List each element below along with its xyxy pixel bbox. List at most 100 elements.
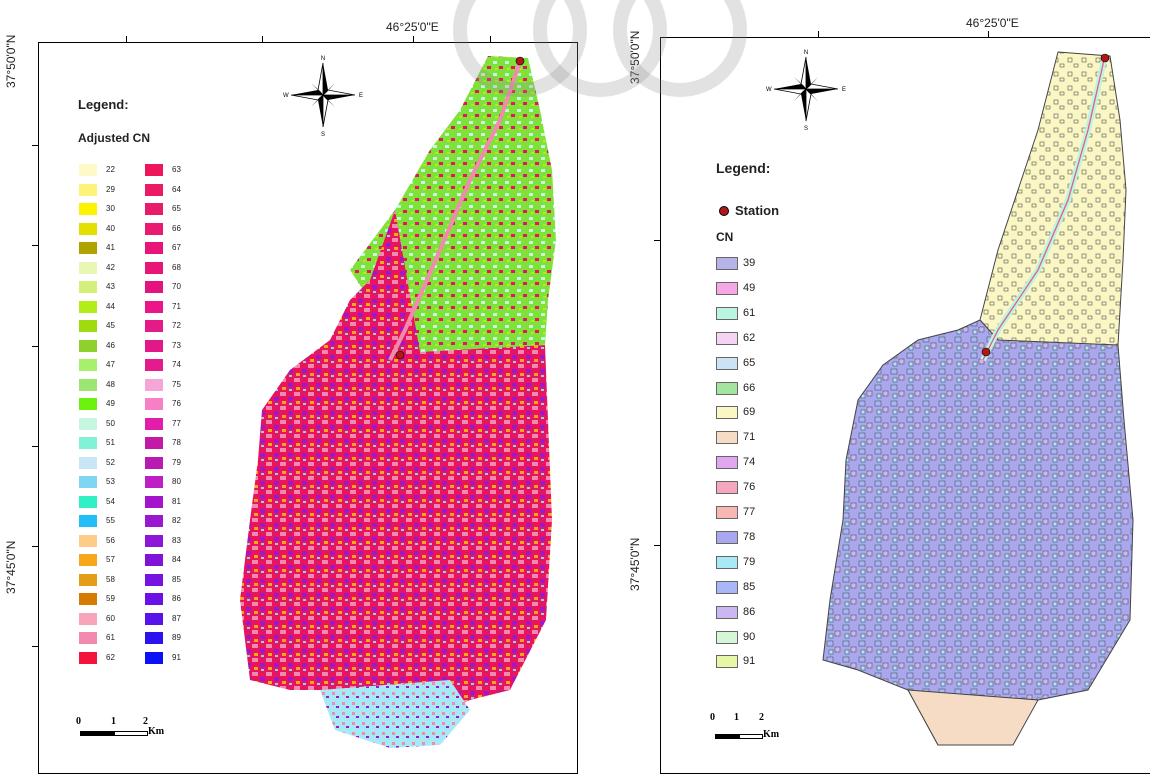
- station-legend-icon: [719, 206, 729, 216]
- legend-label: 46: [106, 340, 115, 350]
- cn-legend-label: 86: [743, 605, 756, 618]
- legend-swatch: [145, 378, 163, 391]
- legend-label: 48: [106, 379, 115, 389]
- legend-swatch: [145, 300, 163, 313]
- legend-label: 30: [106, 204, 115, 213]
- right-station-marker-1: [1100, 53, 1110, 63]
- legend-swatch: [79, 183, 97, 196]
- legend-swatch: [79, 359, 97, 371]
- cn-legend-swatch: [716, 605, 738, 619]
- legend-label: 42: [106, 262, 115, 272]
- legend-label: 62: [106, 652, 115, 662]
- legend-swatch: [145, 593, 163, 605]
- legend-swatch: [79, 456, 97, 469]
- legend-swatch: [79, 203, 97, 215]
- legend-swatch: [79, 573, 97, 586]
- legend-label: 71: [172, 301, 181, 311]
- compass-s: S: [321, 132, 325, 138]
- legend-swatch: [145, 261, 163, 274]
- legend-label: 63: [172, 165, 181, 174]
- legend-label: 50: [106, 418, 115, 428]
- left-legend-subtitle: Adjusted CN: [78, 131, 150, 145]
- left-station-marker-1: [515, 56, 525, 66]
- legend-label: 83: [172, 535, 181, 545]
- cn-legend-swatch: [716, 481, 738, 495]
- legend-label: 43: [106, 282, 115, 291]
- legend-swatch: [145, 183, 163, 196]
- legend-label: 72: [172, 321, 181, 330]
- legend-swatch: [145, 164, 163, 176]
- cn-legend-swatch: [716, 431, 738, 445]
- legend-label: 85: [172, 574, 181, 584]
- r-scale-label-km: Km: [763, 729, 780, 740]
- legend-label: 47: [106, 360, 115, 369]
- cn-legend-label: 39: [743, 257, 756, 269]
- legend-label: 89: [172, 633, 181, 642]
- legend-label: 86: [172, 594, 181, 603]
- legend-label: 45: [106, 321, 115, 330]
- legend-swatch: [145, 573, 163, 586]
- legend-swatch: [145, 242, 163, 254]
- legend-swatch: [145, 320, 163, 332]
- legend-label: 40: [106, 223, 115, 233]
- cn-legend-label: 65: [743, 356, 756, 369]
- legend-swatch: [79, 632, 97, 644]
- r-compass-w: W: [766, 87, 772, 93]
- cn-legend-swatch: [716, 331, 738, 345]
- right-station-label: Station: [735, 203, 780, 218]
- legend-swatch: [145, 651, 163, 664]
- left-station-marker-2: [395, 350, 405, 360]
- legend-label: 66: [172, 223, 181, 233]
- legend-swatch: [79, 593, 97, 605]
- legend-label: 55: [106, 516, 115, 525]
- legend-label: 44: [106, 301, 115, 311]
- legend-label: 53: [106, 477, 115, 486]
- legend-swatch: [79, 476, 97, 488]
- legend-label: 65: [172, 204, 181, 213]
- legend-swatch: [79, 320, 97, 332]
- compass-n: N: [321, 56, 325, 62]
- legend-swatch: [145, 398, 163, 410]
- legend-label: 29: [106, 184, 115, 194]
- legend-label: 82: [172, 516, 181, 525]
- legend-swatch: [79, 261, 97, 274]
- cn-legend-label: 61: [743, 306, 756, 319]
- cn-legend-label: 76: [743, 481, 756, 494]
- legend-label: 67: [172, 243, 181, 252]
- scale-label-1: 1: [111, 716, 116, 727]
- legend-label: 61: [106, 633, 115, 642]
- cn-legend-label: 62: [743, 331, 756, 344]
- cn-legend-swatch: [716, 406, 738, 420]
- legend-swatch: [145, 515, 163, 527]
- r-scale-label-2: 2: [759, 712, 764, 723]
- right-lon-label: 46°25'0"E: [966, 16, 1019, 30]
- legend-label: 81: [172, 496, 181, 506]
- cn-legend-label: 69: [743, 406, 756, 419]
- legend-swatch: [145, 554, 163, 566]
- legend-swatch: [79, 417, 97, 430]
- cn-legend-label: 79: [743, 555, 756, 568]
- legend-label: 91: [172, 652, 181, 662]
- legend-swatch: [79, 300, 97, 313]
- cn-legend-swatch: [716, 655, 738, 669]
- cn-legend-label: 66: [743, 381, 756, 394]
- compass-w: W: [283, 93, 289, 99]
- legend-swatch: [79, 534, 97, 547]
- cn-legend-label: 90: [743, 630, 756, 643]
- legend-swatch: [145, 339, 163, 352]
- legend-label: 60: [106, 613, 115, 623]
- cn-legend-label: 71: [743, 431, 756, 444]
- legend-swatch: [145, 456, 163, 469]
- legend-swatch: [79, 554, 97, 566]
- legend-swatch: [145, 203, 163, 215]
- legend-swatch: [79, 437, 97, 449]
- cn-legend-swatch: [716, 506, 738, 519]
- cn-legend-swatch: [716, 381, 738, 395]
- cn-legend-label: 78: [743, 530, 756, 543]
- legend-swatch: [145, 534, 163, 547]
- r-compass-s: S: [804, 126, 808, 132]
- cn-legend-swatch: [716, 456, 738, 470]
- scale-label-2: 2: [143, 716, 148, 727]
- r-compass-n: N: [804, 50, 808, 56]
- right-north-arrow-icon: N S E W: [766, 50, 846, 132]
